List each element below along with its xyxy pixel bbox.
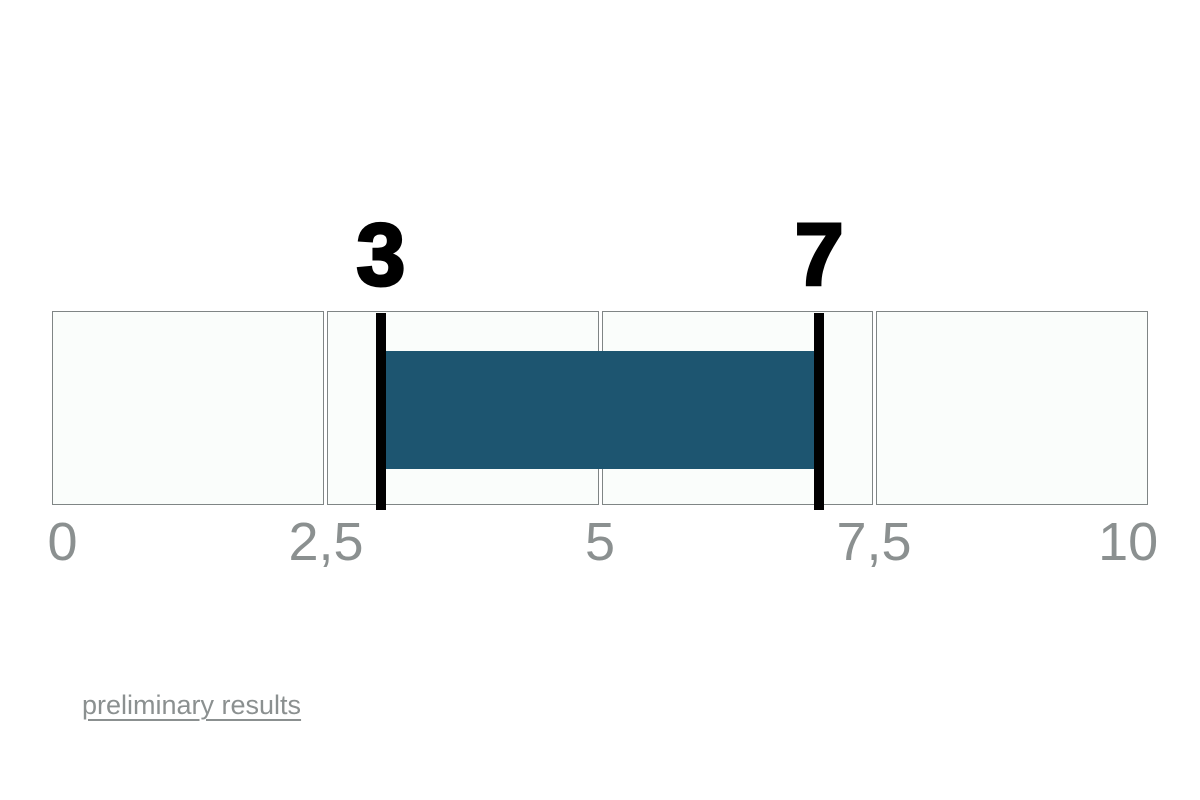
axis-tick-label-10: 10 [1098,512,1159,572]
axis-segment-4 [876,311,1148,505]
range-label-low: 3 [355,205,407,304]
axis-tick-label-0: 0 [47,512,78,572]
range-chart: 3 7 0 2,5 5 7,5 10 [47,209,1158,569]
axis-tick-label-7-5: 7,5 [836,512,912,572]
range-bar-fill [380,351,820,469]
axis-segment-1 [52,311,324,505]
axis-tick-label-5: 5 [584,512,616,572]
range-marker-low [375,313,386,510]
preliminary-results-link[interactable]: preliminary results [82,690,302,720]
range-marker-high [814,313,825,510]
range-label-high: 7 [793,205,845,304]
axis-tick-row: 0 2,5 5 7,5 10 [47,512,1158,585]
axis-tick-label-2-5: 2,5 [288,512,364,572]
